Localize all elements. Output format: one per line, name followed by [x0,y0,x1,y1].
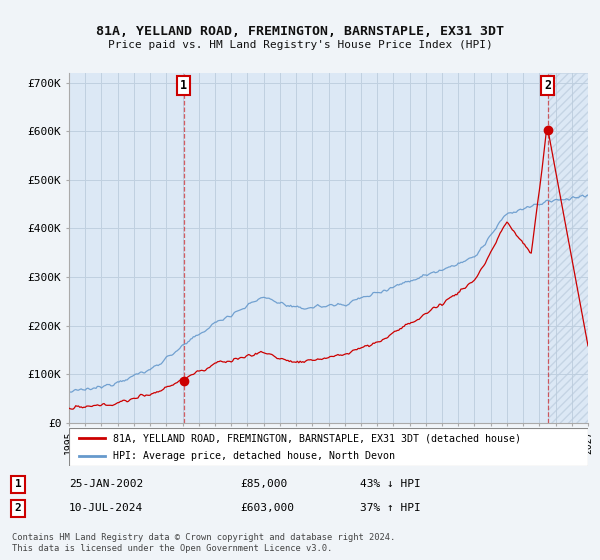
Text: 10-JUL-2024: 10-JUL-2024 [69,503,143,514]
Text: Contains HM Land Registry data © Crown copyright and database right 2024.
This d: Contains HM Land Registry data © Crown c… [12,533,395,553]
Text: 81A, YELLAND ROAD, FREMINGTON, BARNSTAPLE, EX31 3DT (detached house): 81A, YELLAND ROAD, FREMINGTON, BARNSTAPL… [113,433,521,443]
Text: 43% ↓ HPI: 43% ↓ HPI [360,479,421,489]
Text: 1: 1 [14,479,22,489]
Text: 2: 2 [544,79,551,92]
Text: HPI: Average price, detached house, North Devon: HPI: Average price, detached house, Nort… [113,451,395,461]
Text: 1: 1 [180,79,187,92]
Text: 25-JAN-2002: 25-JAN-2002 [69,479,143,489]
Text: Price paid vs. HM Land Registry's House Price Index (HPI): Price paid vs. HM Land Registry's House … [107,40,493,50]
Text: £85,000: £85,000 [240,479,287,489]
Text: 37% ↑ HPI: 37% ↑ HPI [360,503,421,514]
Text: 81A, YELLAND ROAD, FREMINGTON, BARNSTAPLE, EX31 3DT: 81A, YELLAND ROAD, FREMINGTON, BARNSTAPL… [96,25,504,38]
FancyBboxPatch shape [69,428,588,466]
Text: £603,000: £603,000 [240,503,294,514]
Text: 2: 2 [14,503,22,514]
